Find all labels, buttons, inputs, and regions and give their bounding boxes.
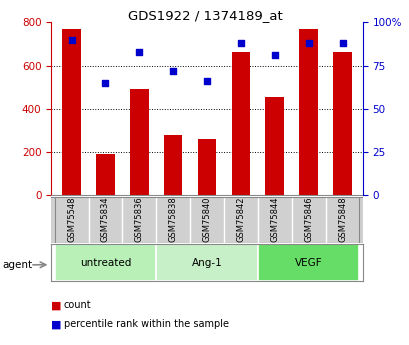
- Point: [237, 40, 244, 46]
- Point: [102, 80, 108, 86]
- Text: GSM75548: GSM75548: [67, 196, 76, 242]
- Bar: [96, 154, 115, 195]
- Bar: [156, 244, 257, 281]
- Bar: [62, 29, 81, 195]
- Text: percentile rank within the sample: percentile rank within the sample: [63, 319, 228, 329]
- Text: Ang-1: Ang-1: [191, 258, 222, 267]
- Text: untreated: untreated: [80, 258, 131, 267]
- Point: [136, 49, 142, 55]
- Text: GSM75840: GSM75840: [202, 196, 211, 242]
- Text: GSM75838: GSM75838: [168, 196, 177, 242]
- Text: GSM75844: GSM75844: [270, 196, 279, 242]
- Bar: [130, 89, 148, 195]
- Bar: [257, 244, 359, 281]
- Bar: [54, 244, 156, 281]
- Bar: [333, 51, 351, 195]
- Text: GSM75846: GSM75846: [303, 196, 312, 242]
- Text: GSM75834: GSM75834: [101, 196, 110, 242]
- Bar: [299, 29, 317, 195]
- Text: GDS1922 / 1374189_at: GDS1922 / 1374189_at: [127, 9, 282, 22]
- Point: [338, 40, 345, 46]
- Text: VEGF: VEGF: [294, 258, 322, 267]
- Text: ■: ■: [51, 319, 62, 329]
- Text: ■: ■: [51, 300, 62, 310]
- Bar: [231, 51, 249, 195]
- Text: GSM75836: GSM75836: [135, 196, 144, 242]
- Text: GSM75848: GSM75848: [337, 196, 346, 242]
- Bar: [164, 135, 182, 195]
- Text: GSM75842: GSM75842: [236, 196, 245, 242]
- Point: [271, 52, 277, 58]
- Bar: [197, 139, 216, 195]
- Text: count: count: [63, 300, 91, 310]
- Point: [169, 68, 176, 73]
- Bar: [265, 97, 283, 195]
- Point: [203, 78, 210, 84]
- Point: [305, 40, 311, 46]
- Text: agent: agent: [2, 260, 32, 269]
- Point: [68, 37, 75, 42]
